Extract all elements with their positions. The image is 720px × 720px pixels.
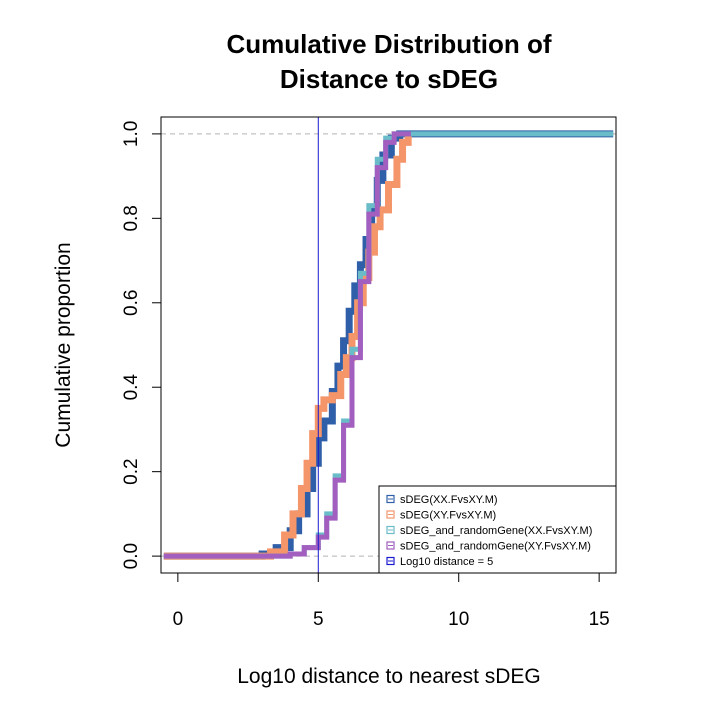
legend-swatch-1 bbox=[386, 494, 395, 504]
series-layer bbox=[163, 130, 614, 560]
x-tick-label-15: 15 bbox=[589, 609, 610, 630]
legend-label-2: sDEG(XY.FvsXY.M) bbox=[400, 510, 496, 522]
y-tick-label-1: 0.2 bbox=[121, 458, 142, 484]
legend-swatch-5 bbox=[386, 556, 395, 566]
x-tick-label-10: 10 bbox=[448, 609, 469, 630]
y-axis-label: Cumulative proportion bbox=[52, 242, 75, 447]
legend-label-3: sDEG_and_randomGene(XX.FvsXY.M) bbox=[400, 525, 592, 537]
legend-swatch-4 bbox=[386, 541, 395, 550]
x-tick-label-5: 5 bbox=[313, 609, 324, 630]
legend-label-1: sDEG(XX.FvsXY.M) bbox=[400, 494, 498, 506]
x-tick-label-0: 0 bbox=[173, 609, 184, 630]
y-tick-label-3: 0.6 bbox=[121, 290, 142, 316]
legend-swatch-3 bbox=[386, 525, 395, 535]
series-line-2 bbox=[163, 133, 412, 560]
x-axis: 0 5 10 15 bbox=[173, 572, 610, 630]
chart-title-line-1: Cumulative Distribution of bbox=[227, 29, 552, 59]
y-tick-label-0: 0.0 bbox=[121, 543, 142, 569]
legend-box bbox=[378, 485, 617, 574]
legend-label-5: Log10 distance = 5 bbox=[400, 556, 493, 568]
y-axis: 0.0 0.2 0.4 0.6 0.8 1.0 bbox=[121, 121, 162, 569]
chart-title-line-2: Distance to sDEG bbox=[280, 64, 498, 94]
y-tick-label-2: 0.4 bbox=[121, 374, 142, 401]
legend: sDEG(XX.FvsXY.M) sDEG(XY.FvsXY.M) sDEG_and… bbox=[378, 485, 617, 574]
series-line-4 bbox=[163, 131, 411, 559]
x-axis-label: Log10 distance to nearest sDEG bbox=[237, 665, 541, 688]
legend-swatch-2 bbox=[386, 510, 395, 519]
y-tick-label-4: 0.8 bbox=[121, 205, 142, 231]
y-tick-label-5: 1.0 bbox=[121, 121, 142, 147]
legend-label-4: sDEG_and_randomGene(XY.FvsXY.M) bbox=[400, 541, 591, 553]
